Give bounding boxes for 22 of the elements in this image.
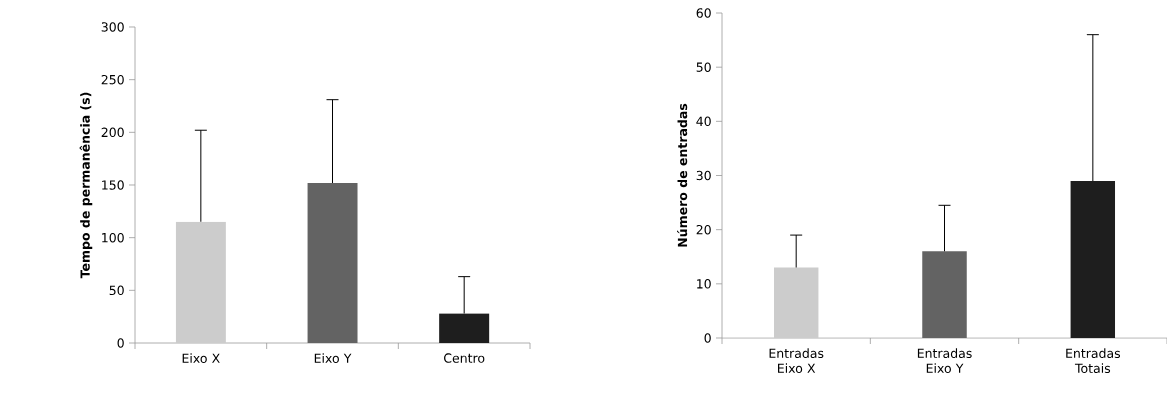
x-tick-label: Entradas Eixo Y — [917, 348, 972, 374]
y-tick-label: 30 — [696, 170, 711, 181]
y-tick-label: 0 — [117, 338, 124, 348]
y-tick-label: 200 — [101, 127, 124, 138]
y-tick-label: 20 — [696, 224, 711, 235]
x-tick-label: Entradas Eixo X — [769, 348, 824, 374]
x-tick-label: Entradas Totais — [1066, 348, 1121, 374]
y-tick-label: 60 — [696, 8, 711, 18]
x-tick-label: Centro — [444, 353, 485, 363]
y-tick-label: 0 — [704, 333, 711, 343]
y-tick-label: 10 — [697, 279, 711, 289]
y-axis-title: Tempo de permanência (s) — [79, 92, 93, 279]
y-tick-label: 100 — [102, 232, 124, 243]
x-tick-label: Eixo Y — [314, 353, 352, 364]
y-tick-label: 50 — [696, 62, 711, 72]
y-tick-label: 40 — [696, 116, 711, 127]
y-tick-label: 300 — [101, 22, 124, 32]
y-tick-label: 50 — [109, 285, 124, 296]
y-tick-label: 150 — [102, 180, 124, 190]
y-tick-label: 250 — [101, 74, 124, 85]
x-tick-label: Eixo X — [182, 353, 220, 364]
y-axis-title: Número de entradas — [677, 103, 688, 247]
